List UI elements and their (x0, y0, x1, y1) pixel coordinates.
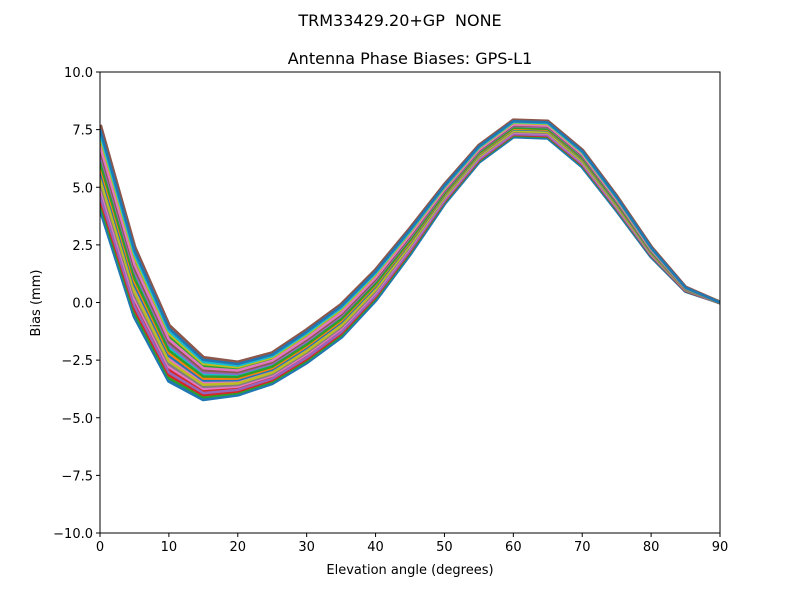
y-tick-label: −10.0 (53, 527, 93, 542)
x-tick-label: 50 (436, 540, 453, 555)
x-tick-label: 10 (161, 540, 178, 555)
x-axis-label: Elevation angle (degrees) (326, 563, 493, 578)
x-tick-label: 20 (230, 540, 247, 555)
plot-frame (99, 71, 721, 534)
axes-title: Antenna Phase Biases: GPS-L1 (288, 49, 533, 68)
y-axis-label: Bias (mm) (29, 270, 44, 337)
x-tick-label: 40 (367, 540, 384, 555)
x-tick-label: 90 (712, 540, 729, 555)
x-tick-label: 0 (96, 540, 104, 555)
x-tick-label: 70 (574, 540, 591, 555)
y-tick-label: −5.0 (61, 412, 93, 427)
y-tick-label: 7.5 (72, 124, 93, 139)
y-tick-label: −7.5 (61, 469, 93, 484)
y-tick-label: 2.5 (72, 239, 93, 254)
x-tick-label: 60 (505, 540, 522, 555)
x-tick-label: 30 (298, 540, 315, 555)
y-tick-label: 10.0 (64, 66, 93, 81)
series-line-fill (100, 119, 720, 366)
x-tick-label: 80 (643, 540, 660, 555)
y-tick-label: −2.5 (61, 354, 93, 369)
figure-suptitle: TRM33429.20+GP NONE (297, 11, 501, 30)
y-tick-label: 0.0 (72, 297, 93, 312)
y-tick-label: 5.0 (72, 181, 93, 196)
